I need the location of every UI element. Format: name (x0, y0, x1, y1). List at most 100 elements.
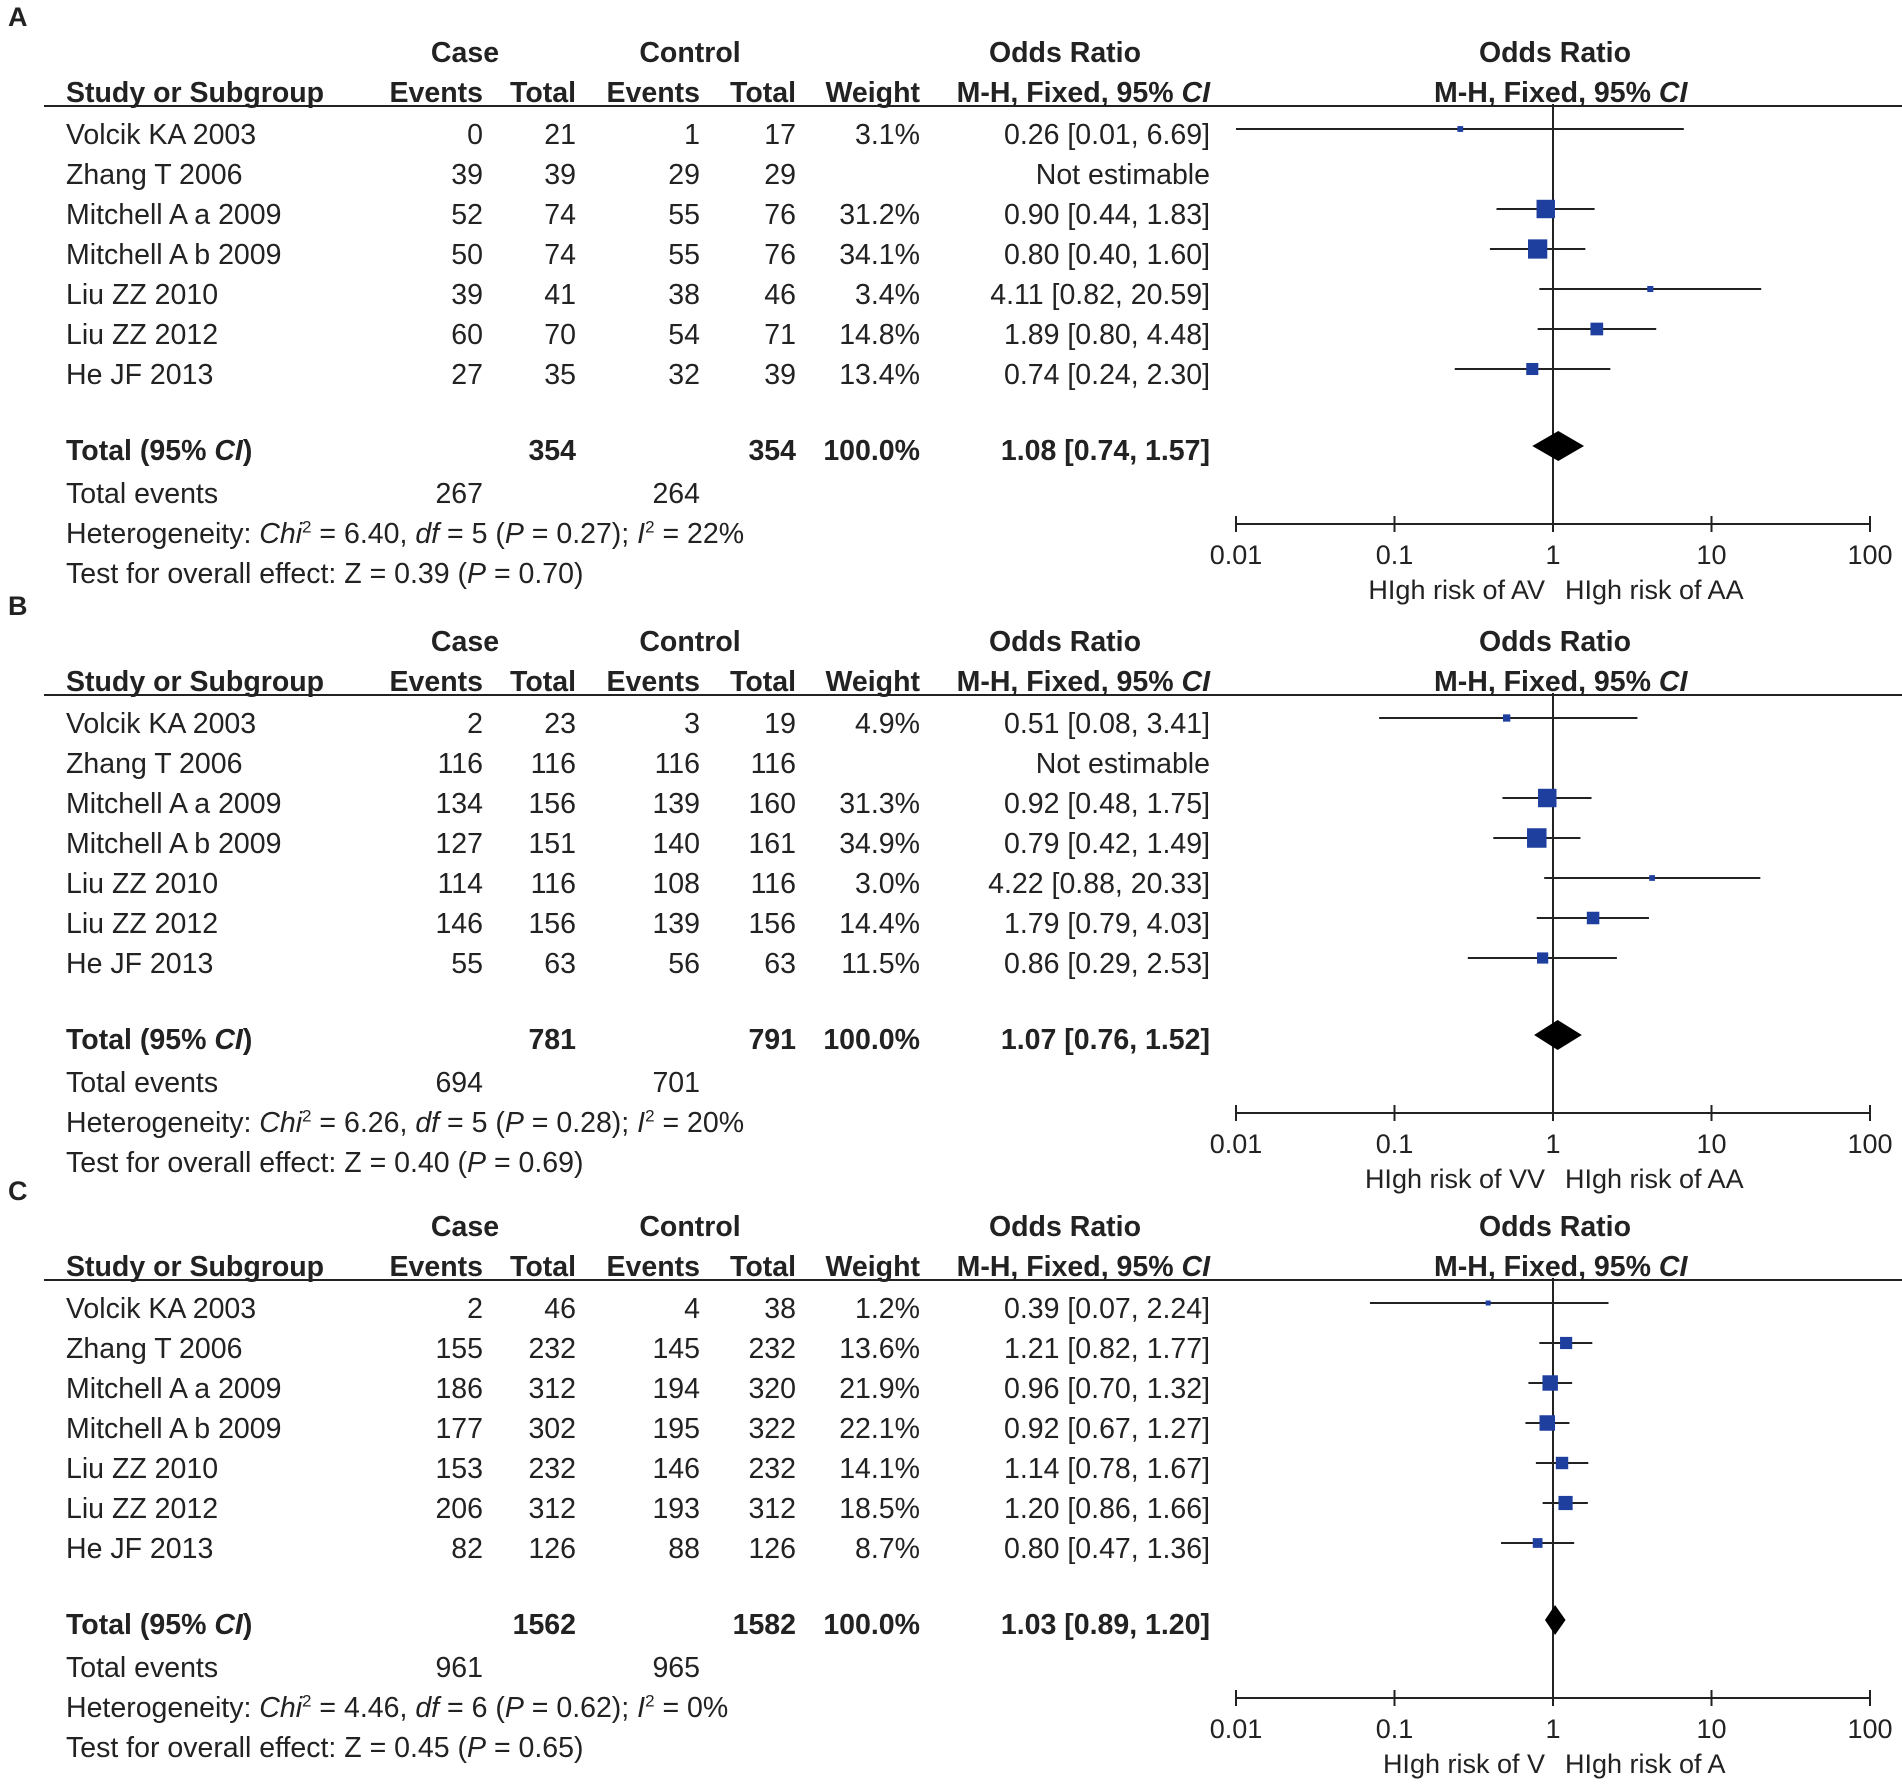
control-total-events: 965 (652, 1652, 700, 1684)
control-events: 116 (654, 748, 700, 780)
case-events: 146 (435, 908, 483, 940)
p-value: = 0.70) (486, 558, 584, 590)
point-estimate-marker (1586, 911, 1600, 925)
control-events: 193 (652, 1493, 700, 1525)
pooled-odds-ratio: 1.08 [0.74, 1.57] (1000, 435, 1210, 467)
study-weight: 8.7% (855, 1533, 920, 1565)
study-odds-ratio: 0.80 [0.47, 1.36] (1004, 1533, 1210, 1565)
control-events-header: Events (606, 666, 700, 698)
point-estimate-marker (1502, 714, 1511, 722)
control-total: 63 (764, 948, 796, 980)
x-tick-label: 10 (1696, 1129, 1726, 1159)
pooled-odds-ratio: 1.07 [0.76, 1.52] (1000, 1024, 1210, 1056)
chi-label: Chi (259, 518, 303, 550)
case-events: 2 (467, 708, 483, 740)
x-tick-label: 0.1 (1376, 1129, 1414, 1159)
p-label: P (467, 1732, 487, 1764)
control-events: 1 (684, 119, 700, 151)
x-tick-label: 10 (1696, 540, 1726, 570)
study-weight: 14.4% (839, 908, 920, 940)
case-group-header: Case (430, 626, 500, 658)
het-label: Heterogeneity: (66, 518, 260, 550)
favours-left-label: HIgh risk of VV (1365, 1164, 1545, 1194)
study-name: Mitchell A b 2009 (66, 1413, 282, 1445)
case-events: 27 (451, 359, 483, 391)
pooled-diamond (1534, 1020, 1582, 1050)
het-label: Heterogeneity: (66, 1692, 260, 1724)
case-total: 41 (544, 279, 576, 311)
header-rule (44, 694, 1902, 696)
control-grand-total: 791 (748, 1024, 796, 1056)
p-value: = 0.27); (523, 518, 638, 550)
case-events: 134 (435, 788, 483, 820)
point-estimate-marker (1526, 362, 1539, 376)
method-header: M-H, Fixed, 95% CI (957, 665, 1210, 699)
case-total: 156 (528, 908, 576, 940)
study-name: Liu ZZ 2010 (66, 279, 219, 311)
x-tick-label: 1 (1545, 1714, 1560, 1744)
point-estimate-marker (1532, 1538, 1543, 1548)
p-value: = 0.69) (486, 1147, 584, 1179)
i-label: I (637, 1107, 646, 1139)
point-estimate-marker (1539, 1415, 1556, 1431)
method-plot-header: M-H, Fixed, 95% CI (1434, 665, 1687, 699)
study-name: Mitchell A b 2009 (66, 239, 282, 271)
point-estimate-marker (1560, 1336, 1573, 1350)
control-total: 320 (748, 1373, 796, 1405)
chi-label: Chi (259, 1107, 303, 1139)
method-plot-header: M-H, Fixed, 95% CI (1434, 1250, 1687, 1284)
case-total-events: 961 (435, 1652, 483, 1684)
control-total: 232 (748, 1453, 796, 1485)
point-estimate-marker (1537, 952, 1549, 964)
study-weight: 13.6% (839, 1333, 920, 1365)
control-group-header: Control (639, 626, 741, 658)
z-value: Z = 0.39 ( (344, 558, 468, 590)
heterogeneity-stat: Heterogeneity: Chi2 = 6.40, df = 5 (P = … (66, 517, 744, 551)
p-value: = 0.62); (523, 1692, 638, 1724)
case-total: 116 (530, 868, 576, 900)
case-total: 46 (544, 1293, 576, 1325)
case-total: 151 (528, 828, 576, 860)
weight-header: Weight (825, 666, 920, 698)
control-total: 160 (748, 788, 796, 820)
case-events: 116 (437, 748, 483, 780)
control-total: 71 (764, 319, 796, 351)
x-tick-label: 0.1 (1376, 1714, 1414, 1744)
superscript-2: 2 (302, 1691, 312, 1711)
study-odds-ratio: Not estimable (1035, 159, 1210, 191)
x-tick-label: 1 (1545, 540, 1560, 570)
point-estimate-marker (1527, 828, 1547, 848)
case-events-header: Events (389, 666, 483, 698)
control-total: 46 (764, 279, 796, 311)
case-grand-total: 1562 (512, 1609, 576, 1641)
control-total: 29 (764, 159, 796, 191)
case-events: 55 (451, 948, 483, 980)
favours-right-label: HIgh risk of AA (1565, 1164, 1744, 1194)
ci-label: CI (214, 1609, 243, 1641)
case-total: 232 (528, 1333, 576, 1365)
x-tick-label: 100 (1847, 1129, 1892, 1159)
case-total-events: 267 (435, 478, 483, 510)
control-total: 312 (748, 1493, 796, 1525)
case-events: 82 (451, 1533, 483, 1565)
p-label: P (504, 518, 524, 550)
case-total: 74 (544, 239, 576, 271)
control-total: 322 (748, 1413, 796, 1445)
case-events: 127 (435, 828, 483, 860)
panel-label: C (8, 1176, 28, 1206)
favours-left-label: HIgh risk of AV (1368, 575, 1545, 605)
overall-label: Test for overall effect: (66, 1147, 345, 1179)
study-odds-ratio: 0.86 [0.29, 2.53] (1004, 948, 1210, 980)
control-events: 139 (652, 788, 700, 820)
point-estimate-marker (1647, 285, 1654, 293)
control-group-header: Control (639, 37, 741, 69)
total-label: Total (95% (66, 1024, 215, 1056)
superscript-2: 2 (645, 517, 655, 537)
study-name: Liu ZZ 2012 (66, 1493, 219, 1525)
case-grand-total: 354 (528, 435, 576, 467)
control-events: 29 (668, 159, 700, 191)
forest-plot: 0.01 0.1 1 10 100 HIgh risk of V HIgh risk of … (1210, 1278, 1893, 1779)
point-estimate-marker (1649, 875, 1655, 881)
control-events-header: Events (606, 77, 700, 109)
chi2-value: = 4.46, (311, 1692, 416, 1724)
